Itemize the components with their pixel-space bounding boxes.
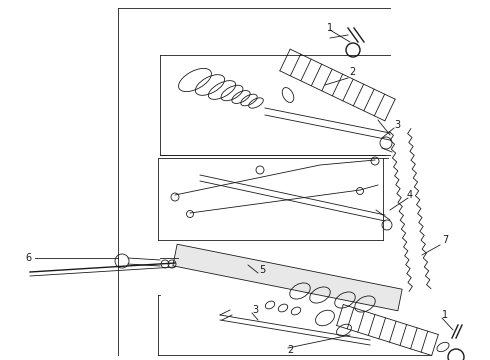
Text: 5: 5 — [259, 265, 265, 275]
Text: 1: 1 — [442, 310, 448, 320]
Text: 6: 6 — [25, 253, 31, 263]
Text: 2: 2 — [349, 67, 355, 77]
Text: 3: 3 — [394, 120, 400, 130]
Text: 1: 1 — [327, 23, 333, 33]
Polygon shape — [173, 244, 402, 311]
Text: 7: 7 — [442, 235, 448, 245]
Text: 3: 3 — [252, 305, 258, 315]
Text: 2: 2 — [287, 345, 293, 355]
Text: 4: 4 — [407, 190, 413, 200]
